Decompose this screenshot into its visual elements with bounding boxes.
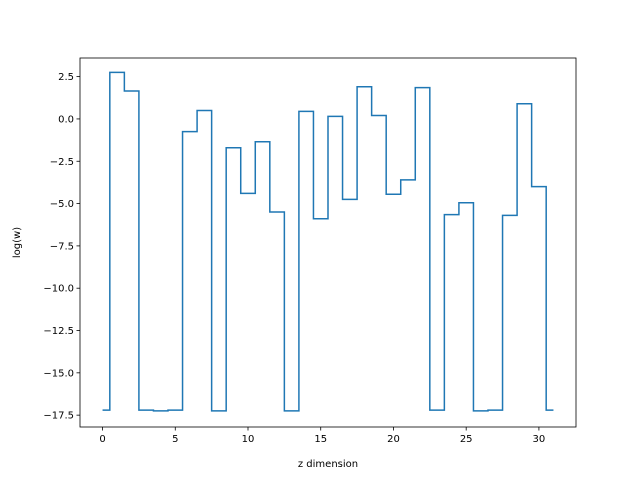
y-tick-label: −17.5 <box>43 411 74 422</box>
x-tick-label: 30 <box>533 434 546 445</box>
y-tick-label: −5.0 <box>50 199 74 210</box>
y-tick-label: 0.0 <box>58 114 74 125</box>
x-axis-ticks: 0 5 10 15 20 25 30 <box>99 427 545 445</box>
y-tick-label: 2.5 <box>58 72 74 83</box>
series-line <box>102 71 554 412</box>
x-tick-label: 10 <box>242 434 255 445</box>
y-axis-ticks: 2.5 0.0 −2.5 −5.0 −7.5 −10.0 −12.5 −15.0 −17.5 <box>43 72 80 422</box>
x-axis-label: z dimension <box>298 459 358 470</box>
y-tick-label: −7.5 <box>50 241 74 252</box>
x-tick-label: 20 <box>387 434 400 445</box>
y-axis-label: log(w) <box>12 227 23 258</box>
x-tick-label: 25 <box>460 434 473 445</box>
plot-frame <box>79 57 577 428</box>
y-tick-label: −10.0 <box>43 284 74 295</box>
x-tick-label: 5 <box>172 434 178 445</box>
y-tick-label: −2.5 <box>50 157 74 168</box>
y-tick-label: −12.5 <box>43 326 74 337</box>
x-tick-label: 15 <box>314 434 327 445</box>
x-tick-label: 0 <box>99 434 105 445</box>
y-tick-label: −15.0 <box>43 368 74 379</box>
